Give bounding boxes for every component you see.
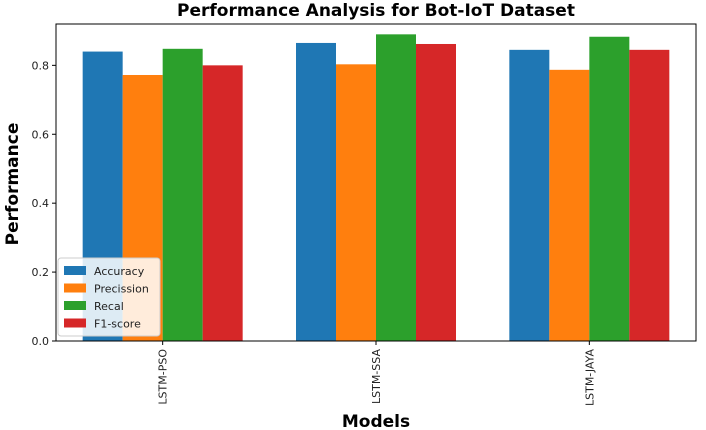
x-tick-label: LSTM-JAYA: [583, 349, 596, 406]
plot-frame: [55, 23, 697, 342]
x-axis: LSTM-PSO LSTM-SSA LSTM-JAYA: [157, 341, 596, 406]
bar-f1-score-lstm-pso: [202, 65, 243, 341]
legend-box: [57, 257, 161, 337]
legend-swatch: [64, 318, 86, 328]
legend-label: F1-score: [94, 318, 141, 331]
bar-precission-lstm-ssa: [336, 64, 376, 341]
x-tick-label: LSTM-PSO: [157, 349, 170, 405]
y-axis-label: Performance: [3, 123, 23, 246]
legend: Accuracy Precission Recal F1-score: [57, 257, 161, 337]
x-axis-label: Models: [342, 412, 410, 430]
legend-swatch: [64, 301, 86, 310]
legend-swatch: [64, 266, 86, 275]
bar-recal-lstm-jaya: [589, 36, 630, 342]
y-tick-label: 0.2: [32, 266, 50, 279]
bar-recal-lstm-pso: [162, 48, 203, 342]
y-tick-label: 0.8: [32, 59, 50, 72]
chart-title: Performance Analysis for Bot-IoT Dataset: [177, 1, 575, 21]
bars-group: [82, 34, 670, 342]
y-tick-label: 0.4: [32, 197, 50, 210]
bar-f1-score-lstm-ssa: [416, 43, 456, 342]
x-tick-label: LSTM-SSA: [370, 349, 383, 404]
legend-label: Accuracy: [94, 265, 145, 278]
y-tick-label: 0.6: [32, 128, 50, 141]
bar-recal-lstm-ssa: [376, 34, 416, 342]
bar-accuracy-lstm-jaya: [509, 49, 550, 341]
bar-accuracy-lstm-ssa: [296, 42, 336, 342]
bar-f1-score-lstm-jaya: [629, 49, 670, 341]
bar-precission-lstm-jaya: [549, 69, 590, 341]
legend-label: Recal: [94, 300, 124, 313]
y-axis: 0.0 0.2 0.4 0.6 0.8: [32, 59, 56, 348]
legend-label: Precission: [94, 283, 149, 296]
legend-swatch: [64, 283, 86, 293]
y-tick-label: 0.0: [32, 335, 50, 348]
